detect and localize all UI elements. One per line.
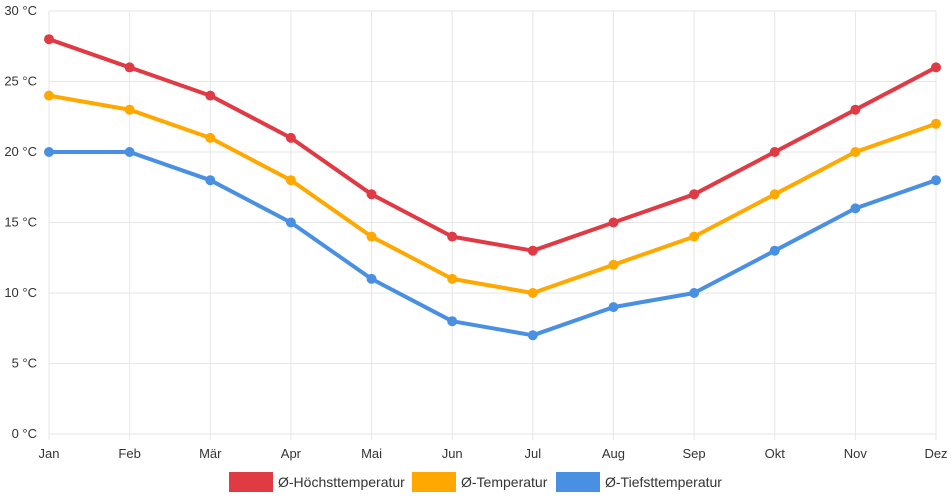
legend-item[interactable]: Ø-Temperatur xyxy=(412,472,548,492)
data-point[interactable] xyxy=(447,231,458,242)
data-point[interactable] xyxy=(44,147,54,157)
series-1 xyxy=(44,90,941,298)
data-point[interactable] xyxy=(124,104,135,115)
data-point[interactable] xyxy=(527,245,538,256)
legend-label: Ø-Tiefsttemperatur xyxy=(605,474,722,490)
data-point[interactable] xyxy=(527,330,538,341)
y-tick-label: 20 °C xyxy=(4,144,37,159)
series-line xyxy=(47,37,938,253)
legend-swatch xyxy=(556,472,600,492)
data-point[interactable] xyxy=(124,147,135,157)
data-point[interactable] xyxy=(850,147,861,157)
data-point[interactable] xyxy=(850,203,861,214)
legend-swatch xyxy=(412,472,456,492)
data-point[interactable] xyxy=(931,118,941,129)
x-tick-label: Dez xyxy=(924,446,947,461)
data-point[interactable] xyxy=(366,231,377,242)
data-point[interactable] xyxy=(44,34,54,45)
data-point[interactable] xyxy=(44,90,54,101)
y-axis-labels: 0 °C 5 °C 10 °C 15 °C 20 °C 25 °C 30 °C xyxy=(4,3,37,441)
y-tick-label: 5 °C xyxy=(12,356,37,371)
data-point[interactable] xyxy=(366,189,377,200)
x-axis-labels: Jan Feb Mär Apr Mai Jun Jul Aug Sep Okt Nov Dez xyxy=(39,446,948,461)
y-tick-label: 10 °C xyxy=(4,285,37,300)
series-2 xyxy=(44,147,941,341)
data-point[interactable] xyxy=(366,273,377,284)
x-tick-label: Mär xyxy=(199,446,222,461)
data-point[interactable] xyxy=(205,90,216,101)
data-point[interactable] xyxy=(931,62,941,73)
data-point[interactable] xyxy=(124,62,135,73)
data-point[interactable] xyxy=(689,231,700,242)
series-line xyxy=(47,150,938,338)
data-point[interactable] xyxy=(608,217,619,228)
y-tick-label: 0 °C xyxy=(12,426,37,441)
legend-swatch xyxy=(229,472,273,492)
data-point[interactable] xyxy=(931,175,941,186)
legend-item[interactable]: Ø-Höchsttemperatur xyxy=(229,472,405,492)
y-tick-label: 15 °C xyxy=(4,215,37,230)
x-tick-label: Jul xyxy=(525,446,542,461)
data-point[interactable] xyxy=(608,302,619,313)
x-tick-label: Mai xyxy=(361,446,382,461)
data-point[interactable] xyxy=(205,175,216,186)
legend-label: Ø-Temperatur xyxy=(461,474,548,490)
data-point[interactable] xyxy=(769,245,780,256)
x-tick-label: Jan xyxy=(39,446,60,461)
series-0 xyxy=(44,34,941,256)
data-point[interactable] xyxy=(285,132,296,143)
data-point[interactable] xyxy=(285,175,296,186)
x-tick-label: Sep xyxy=(683,446,706,461)
y-tick-label: 30 °C xyxy=(4,3,37,18)
series-lines xyxy=(44,34,941,341)
x-tick-label: Apr xyxy=(281,446,302,461)
data-point[interactable] xyxy=(447,273,458,284)
x-tick-label: Okt xyxy=(765,446,786,461)
x-tick-label: Aug xyxy=(602,446,625,461)
data-point[interactable] xyxy=(527,288,538,298)
legend-item[interactable]: Ø-Tiefsttemperatur xyxy=(556,472,722,492)
y-tick-label: 25 °C xyxy=(4,74,37,89)
data-point[interactable] xyxy=(608,259,619,270)
series-line xyxy=(47,93,938,295)
x-tick-label: Jun xyxy=(442,446,463,461)
data-point[interactable] xyxy=(205,132,216,143)
legend-label: Ø-Höchsttemperatur xyxy=(278,474,405,490)
data-point[interactable] xyxy=(769,147,780,157)
data-point[interactable] xyxy=(285,217,296,228)
data-point[interactable] xyxy=(689,288,700,298)
data-point[interactable] xyxy=(769,189,780,200)
data-point[interactable] xyxy=(447,316,458,327)
legend: Ø-Höchsttemperatur Ø-Temperatur Ø-Tiefstte… xyxy=(229,472,722,492)
data-point[interactable] xyxy=(850,104,861,115)
x-tick-label: Feb xyxy=(118,446,140,461)
data-point[interactable] xyxy=(689,189,700,200)
grid-lines xyxy=(48,10,937,440)
x-tick-label: Nov xyxy=(844,446,868,461)
